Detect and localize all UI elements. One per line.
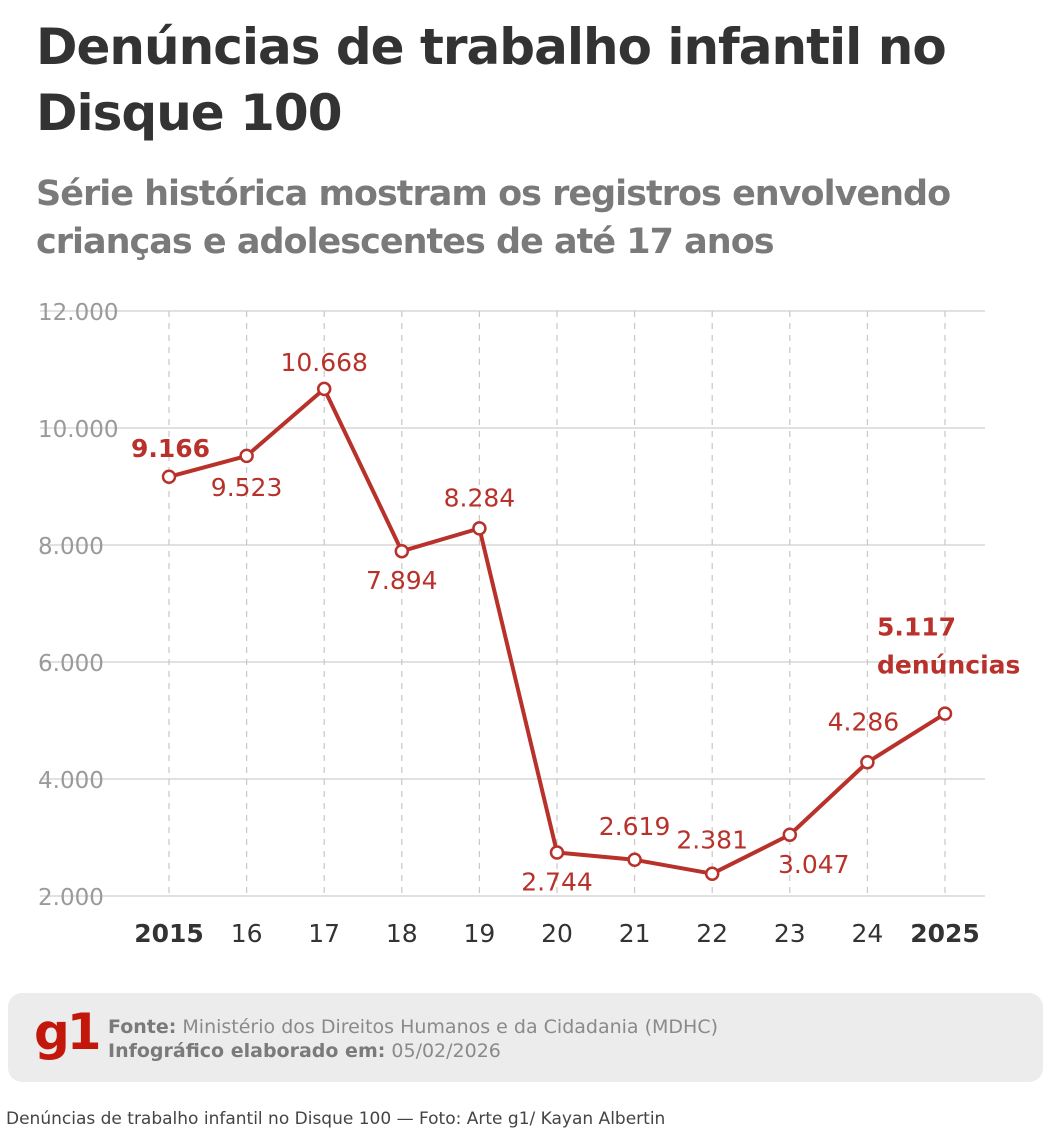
x-tick-label: 21: [619, 919, 651, 948]
data-point: [860, 755, 875, 770]
data-label: 10.668: [280, 348, 367, 377]
chart-subtitle: Série histórica mostram os registros env…: [36, 174, 951, 262]
data-label-suffix: denúncias: [877, 651, 1020, 680]
series-line: [168, 386, 947, 876]
data-label: 2.744: [521, 867, 593, 896]
chart-title: Denúncias de trabalho infantil no Disque…: [36, 18, 947, 142]
y-tick-label: 6.000: [38, 651, 104, 677]
data-point: [627, 852, 642, 868]
data-point: [472, 521, 487, 536]
data-label: 5.117: [877, 613, 956, 642]
y-tick-label: 4.000: [38, 768, 104, 794]
x-tick-label: 16: [231, 919, 263, 948]
source-text: Ministério dos Direitos Humanos e da Cid…: [182, 1016, 719, 1038]
data-label: 8.284: [444, 483, 516, 512]
data-point: [704, 866, 720, 881]
y-tick-label: 10.000: [38, 417, 118, 443]
g1-logo: g1: [34, 1003, 102, 1061]
x-tick-label: 18: [386, 919, 418, 948]
y-tick-label: 8.000: [38, 534, 104, 560]
y-tick-label: 2.000: [38, 885, 104, 911]
data-label: 9.166: [131, 434, 210, 463]
x-tick-label: 22: [696, 919, 728, 948]
date-text: 05/02/2026: [391, 1040, 501, 1062]
x-tick-label: 23: [774, 919, 806, 948]
data-point: [782, 827, 798, 843]
data-point: [937, 706, 953, 721]
data-point: [394, 543, 410, 559]
y-tick-label: 12.000: [38, 300, 118, 326]
data-point: [239, 448, 254, 464]
data-label: 4.286: [828, 707, 900, 736]
x-tick-label: 17: [308, 919, 340, 948]
photo-caption: Denúncias de trabalho infantil no Disque…: [6, 1109, 666, 1129]
x-tick-label: 24: [851, 919, 883, 948]
data-label: 2.381: [676, 826, 748, 855]
x-tick-label: 19: [463, 919, 495, 948]
x-tick-label: 20: [541, 919, 573, 948]
data-label: 7.894: [366, 566, 438, 595]
x-tick-label: 2015: [134, 919, 204, 948]
data-point: [316, 381, 332, 397]
line-chart: 2.000 4.000 6.000 8.000 10.000 12.000 2015 16 17…: [38, 300, 1020, 948]
data-label: 2.619: [599, 812, 671, 841]
source-label: Fonte:: [108, 1016, 177, 1038]
source-footer: g1 Fonte: Ministério dos Direitos Humano…: [8, 993, 1043, 1082]
data-point: [549, 845, 565, 860]
data-label: 3.047: [778, 850, 850, 879]
x-tick-label: 2025: [910, 919, 980, 948]
data-point: [161, 469, 177, 485]
date-label: Infográfico elaborado em:: [108, 1040, 386, 1062]
data-label: 9.523: [211, 473, 283, 502]
